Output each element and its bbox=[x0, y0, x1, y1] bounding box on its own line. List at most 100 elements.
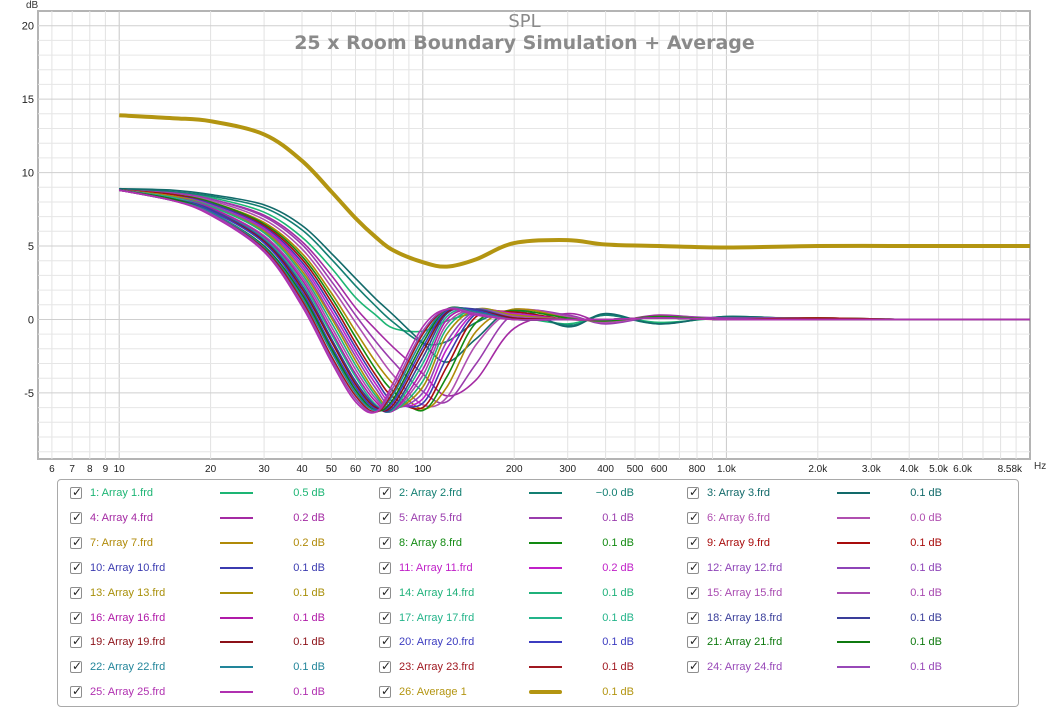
legend-checkbox[interactable] bbox=[379, 610, 391, 624]
legend-value: 0.1 dB bbox=[602, 661, 634, 674]
legend-value: 0.0 dB bbox=[910, 511, 942, 524]
series-line-average bbox=[119, 113, 1030, 269]
legend-checkbox[interactable] bbox=[70, 510, 82, 524]
legend-swatch bbox=[529, 541, 562, 544]
legend-swatch bbox=[529, 516, 562, 519]
legend-item: 1: Array 1.frd 0.5 dB bbox=[58, 484, 358, 504]
legend-checkbox[interactable] bbox=[687, 535, 699, 549]
legend-value: 0.5 dB bbox=[293, 487, 325, 499]
legend-item: 24: Array 24.frd 0.1 dB bbox=[675, 658, 975, 678]
legend-swatch bbox=[837, 591, 870, 594]
x-tick-label: 20 bbox=[205, 464, 217, 475]
legend-swatch bbox=[837, 516, 870, 519]
x-tick-label: 300 bbox=[559, 464, 576, 475]
legend-swatch bbox=[220, 541, 253, 544]
legend-swatch bbox=[220, 492, 253, 494]
y-tick-label: 10 bbox=[22, 168, 34, 180]
legend-series-name: 15: Array 15.frd bbox=[707, 586, 783, 599]
legend-swatch bbox=[529, 616, 562, 619]
legend-series-name: 12: Array 12.frd bbox=[707, 561, 783, 574]
legend-checkbox[interactable] bbox=[687, 634, 699, 649]
legend-checkbox[interactable] bbox=[379, 634, 391, 649]
legend-series-name: 13: Array 13.frd bbox=[90, 586, 166, 599]
legend-value: 0.1 dB bbox=[602, 611, 634, 624]
legend-checkbox[interactable] bbox=[687, 610, 699, 624]
legend-swatch bbox=[220, 691, 253, 694]
legend-checkbox[interactable] bbox=[379, 560, 391, 574]
legend-item: 3: Array 3.frd 0.1 dB bbox=[675, 484, 975, 504]
legend-series-name: 16: Array 16.frd bbox=[90, 611, 166, 624]
legend-checkbox[interactable] bbox=[687, 585, 699, 599]
legend-swatch bbox=[529, 591, 562, 594]
legend-value: 0.1 dB bbox=[293, 661, 325, 674]
series-line-25 bbox=[119, 189, 1030, 414]
legend-checkbox[interactable] bbox=[687, 485, 699, 499]
legend-checkbox[interactable] bbox=[379, 659, 391, 674]
legend-checkbox[interactable] bbox=[379, 535, 391, 549]
legend-checkbox[interactable] bbox=[70, 659, 82, 674]
legend-swatch bbox=[837, 666, 870, 669]
legend-checkbox[interactable] bbox=[70, 585, 82, 599]
legend-series-name: 5: Array 5.frd bbox=[399, 511, 462, 524]
legend-value: 0.1 dB bbox=[910, 636, 942, 649]
legend-checkbox[interactable] bbox=[70, 610, 82, 624]
x-tick-label: 30 bbox=[259, 464, 271, 475]
legend-item: 17: Array 17.frd 0.1 dB bbox=[367, 609, 667, 629]
legend-checkbox[interactable] bbox=[379, 510, 391, 524]
legend-swatch bbox=[529, 492, 562, 494]
legend-series-name: 17: Array 17.frd bbox=[399, 611, 475, 624]
legend-checkbox[interactable] bbox=[70, 485, 82, 499]
legend-item: 21: Array 21.frd 0.1 dB bbox=[675, 633, 975, 653]
legend-value: 0.1 dB bbox=[910, 661, 942, 674]
chart-subtitle: 25 x Room Boundary Simulation + Average bbox=[294, 32, 755, 54]
legend-item: 6: Array 6.frd 0.0 dB bbox=[675, 509, 975, 529]
legend-checkbox[interactable] bbox=[70, 634, 82, 649]
legend-checkbox[interactable] bbox=[687, 510, 699, 524]
legend-checkbox[interactable] bbox=[70, 560, 82, 574]
legend-panel: 1: Array 1.frd 0.5 dB 2: Array 2.frd −0.0 d… bbox=[57, 479, 1019, 707]
legend-series-name: 2: Array 2.frd bbox=[399, 487, 462, 499]
legend-value: −0.0 dB bbox=[595, 487, 634, 499]
legend-value: 0.1 dB bbox=[602, 686, 634, 699]
legend-series-name: 1: Array 1.frd bbox=[90, 487, 153, 499]
legend-series-name: 10: Array 10.frd bbox=[90, 561, 166, 574]
legend-series-name: 19: Array 19.frd bbox=[90, 636, 166, 649]
legend-swatch bbox=[220, 591, 253, 594]
legend-item: 7: Array 7.frd 0.2 dB bbox=[58, 534, 358, 554]
legend-item: 25: Array 25.frd 0.1 dB bbox=[58, 683, 358, 703]
legend-checkbox[interactable] bbox=[70, 535, 82, 549]
x-tick-label: 1.0k bbox=[717, 464, 737, 475]
legend-value: 0.1 dB bbox=[293, 586, 325, 599]
chart-title: SPL bbox=[508, 11, 541, 32]
x-tick-label: 8 bbox=[87, 464, 93, 475]
legend-swatch bbox=[837, 566, 870, 569]
legend-series-name: 23: Array 23.frd bbox=[399, 661, 475, 674]
x-tick-label: 3.0k bbox=[862, 464, 882, 475]
legend-checkbox[interactable] bbox=[379, 585, 391, 599]
legend-item: 5: Array 5.frd 0.1 dB bbox=[367, 509, 667, 529]
legend-checkbox[interactable] bbox=[70, 684, 82, 699]
legend-swatch bbox=[529, 641, 562, 644]
legend-checkbox[interactable] bbox=[687, 560, 699, 574]
y-tick-label: -5 bbox=[24, 388, 34, 400]
legend-swatch bbox=[220, 616, 253, 619]
spl-chart: 6 7 8 9 10 20 30 40 50 60 70 80 100 200 300 400 500 600 80… bbox=[22, 0, 1046, 475]
legend-checkbox[interactable] bbox=[379, 684, 391, 699]
legend-checkbox[interactable] bbox=[687, 659, 699, 674]
x-tick-labels: 6 7 8 9 10 20 30 40 50 60 70 80 100 200 300 400 500 600 80… bbox=[49, 464, 1023, 475]
legend-series-name: 20: Array 20.frd bbox=[399, 636, 475, 649]
legend-value: 0.1 dB bbox=[293, 686, 325, 699]
legend-value: 0.1 dB bbox=[910, 561, 942, 574]
x-tick-label: 800 bbox=[689, 464, 706, 475]
legend-value: 0.1 dB bbox=[602, 536, 634, 549]
x-tick-label: 60 bbox=[350, 464, 362, 475]
x-tick-label: 6.0k bbox=[953, 464, 973, 475]
legend-swatch bbox=[529, 666, 562, 669]
legend-checkbox[interactable] bbox=[379, 485, 391, 499]
legend-series-name: 25: Array 25.frd bbox=[90, 686, 166, 699]
legend-value: 0.1 dB bbox=[602, 511, 634, 524]
series-layer bbox=[119, 113, 1030, 414]
legend-series-name: 6: Array 6.frd bbox=[707, 511, 770, 524]
legend-series-name: 9: Array 9.frd bbox=[707, 536, 770, 549]
legend-item: 4: Array 4.frd 0.2 dB bbox=[58, 509, 358, 529]
